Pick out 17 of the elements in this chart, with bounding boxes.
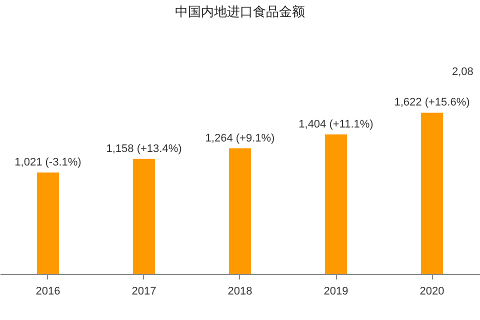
bar bbox=[132, 158, 156, 274]
bar bbox=[420, 112, 444, 274]
bar bbox=[228, 148, 252, 274]
chart-title: 中国内地进口食品金额 bbox=[175, 5, 305, 20]
data-label: 1,404 (+11.1%) bbox=[298, 118, 374, 130]
x-tick-label: 2019 bbox=[324, 286, 348, 298]
x-tick-label: 2020 bbox=[420, 286, 444, 298]
data-label: 1,158 (+13.4%) bbox=[106, 142, 182, 155]
bar bbox=[324, 134, 348, 274]
x-tick-label: 2017 bbox=[132, 286, 156, 298]
data-label: 1,021 (-3.1%) bbox=[14, 156, 82, 168]
bar bbox=[36, 172, 60, 274]
data-label: 1,622 (+15.6%) bbox=[394, 96, 470, 109]
x-tick-label: 2016 bbox=[36, 286, 60, 298]
data-label: 1,264 (+9.1%) bbox=[205, 132, 275, 144]
x-tick-label: 2018 bbox=[228, 286, 252, 298]
text: 2,08 bbox=[452, 66, 474, 78]
